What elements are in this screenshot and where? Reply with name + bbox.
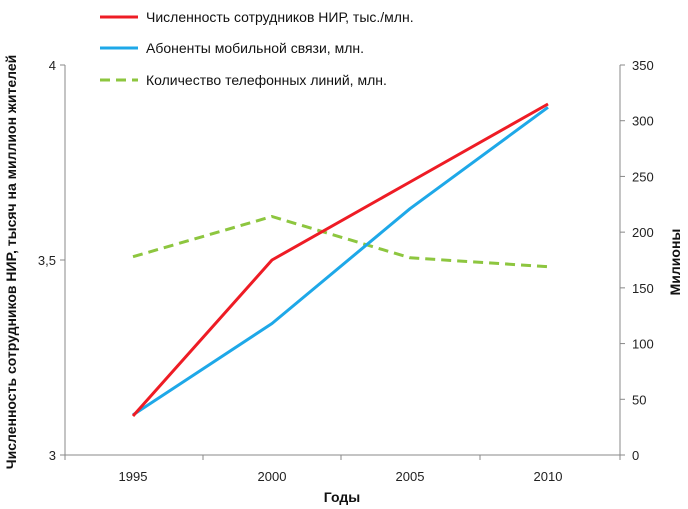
legend-label: Абоненты мобильной связи, млн.	[146, 40, 364, 56]
right-ticks: 0 50 100 150 200 250 300 350	[620, 58, 654, 463]
x-tick-label: 2010	[534, 469, 563, 484]
right-tick-label: 50	[632, 392, 646, 407]
right-tick-label: 0	[632, 448, 639, 463]
right-tick-label: 100	[632, 337, 654, 352]
series-lines	[131, 102, 549, 417]
series-line-2	[132, 106, 549, 417]
left-axis-title: Численность сотрудников НИР, тысяч на ми…	[3, 55, 19, 469]
x-tick-label: 2005	[396, 469, 425, 484]
legend: Численность сотрудников НИР, тыс./млн. Аб…	[100, 9, 414, 88]
legend-label: Численность сотрудников НИР, тыс./млн.	[146, 9, 414, 25]
left-tick-label: 3	[49, 448, 56, 463]
x-tick-label: 1995	[119, 469, 148, 484]
legend-label: Количество телефонных линий, млн.	[146, 72, 387, 88]
left-ticks: 33,54	[38, 58, 65, 463]
series-line-3	[132, 215, 549, 269]
right-tick-label: 250	[632, 169, 654, 184]
right-tick-label: 300	[632, 114, 654, 129]
right-axis-title: Милионы	[667, 229, 683, 296]
right-tick-label: 350	[632, 58, 654, 73]
left-tick-label: 3,5	[38, 253, 56, 268]
x-tick-label: 2000	[258, 469, 287, 484]
x-axis-title: Годы	[324, 489, 360, 505]
x-ticks: 1995 2000 2005 2010	[64, 455, 621, 484]
right-tick-label: 150	[632, 281, 654, 296]
left-tick-label: 4	[49, 58, 56, 73]
right-tick-label: 200	[632, 225, 654, 240]
series-line-1	[131, 102, 549, 417]
